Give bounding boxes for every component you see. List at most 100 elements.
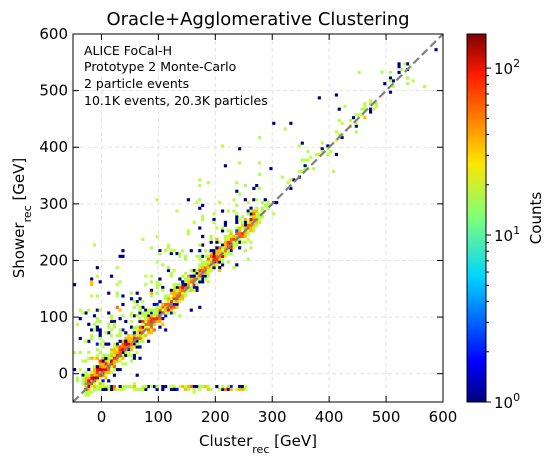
- heatmap-bin: [121, 249, 125, 253]
- heatmap-bin: [243, 234, 247, 239]
- heatmap-bin: [98, 334, 102, 338]
- heatmap-bin: [155, 387, 159, 391]
- heatmap-bin: [75, 322, 79, 326]
- heatmap-bin: [178, 288, 182, 292]
- heatmap-bin: [158, 311, 162, 315]
- heatmap-bin: [209, 387, 213, 391]
- heatmap-bin: [215, 263, 219, 267]
- heatmap-bin: [369, 107, 373, 111]
- heatmap-bin: [152, 314, 156, 318]
- heatmap-bin: [149, 319, 153, 324]
- heatmap-bin: [149, 280, 153, 284]
- heatmap-bin: [221, 260, 225, 264]
- heatmap-bin: [90, 379, 94, 383]
- heatmap-bin: [186, 288, 190, 292]
- heatmap-bin: [198, 277, 202, 281]
- heatmap-bin: [164, 328, 168, 332]
- heatmap-bin: [314, 152, 319, 157]
- heatmap-bin: [132, 305, 136, 309]
- heatmap-bin: [118, 385, 122, 389]
- heatmap-bin: [255, 209, 259, 213]
- heatmap-bin: [84, 373, 88, 377]
- heatmap-bin: [115, 342, 119, 346]
- heatmap-bin: [192, 271, 196, 275]
- heatmap-bin: [124, 339, 128, 343]
- heatmap-bin: [92, 243, 97, 247]
- heatmap-bin: [112, 362, 116, 366]
- heatmap-bin: [181, 274, 185, 278]
- heatmap-bin: [115, 334, 119, 338]
- heatmap-bin: [337, 118, 341, 123]
- heatmap-bin: [292, 178, 296, 182]
- heatmap-bin: [78, 368, 82, 372]
- x-axis-label-unit: [GeV]: [269, 432, 317, 450]
- heatmap-bin: [169, 271, 173, 275]
- heatmap-bin: [144, 317, 148, 321]
- heatmap-bin: [186, 385, 190, 389]
- heatmap-bin: [218, 201, 222, 205]
- heatmap-bin: [186, 387, 190, 391]
- heatmap-bin: [201, 234, 205, 239]
- heatmap-bin: [149, 274, 153, 278]
- heatmap-bin: [223, 237, 227, 241]
- heatmap-bin: [184, 283, 188, 287]
- heatmap-bin: [73, 351, 77, 355]
- heatmap-bin: [147, 322, 151, 326]
- heatmap-bin: [212, 218, 216, 222]
- heatmap-bin: [98, 370, 102, 374]
- heatmap-bin: [107, 385, 111, 389]
- heatmap-bin: [112, 373, 116, 377]
- heatmap-bin: [175, 294, 179, 298]
- heatmap-bin: [238, 232, 242, 236]
- heatmap-bin: [101, 387, 105, 391]
- heatmap-bin: [84, 390, 88, 394]
- heatmap-bin: [235, 263, 239, 267]
- heatmap-bin: [406, 82, 410, 86]
- heatmap-bin: [155, 317, 159, 321]
- heatmap-bin: [406, 76, 410, 80]
- heatmap-bin: [186, 274, 190, 278]
- heatmap-bin: [158, 325, 162, 329]
- heatmap-bin: [369, 110, 373, 114]
- heatmap-bin: [235, 240, 239, 244]
- heatmap-bin: [112, 356, 116, 360]
- heatmap-bin: [184, 387, 188, 391]
- heatmap-bin: [240, 385, 245, 389]
- heatmap-bin: [403, 62, 407, 66]
- heatmap-bin: [186, 277, 190, 281]
- heatmap-bin: [107, 353, 111, 358]
- heatmap-bin: [246, 237, 250, 241]
- heatmap-bin: [95, 356, 99, 360]
- heatmap-bin: [141, 336, 145, 341]
- heatmap-bin: [87, 376, 91, 380]
- heatmap-bin: [206, 274, 210, 278]
- heatmap-bin: [149, 311, 153, 315]
- heatmap-bin: [127, 348, 131, 352]
- heatmap-bin: [112, 365, 116, 369]
- heatmap-bin: [129, 353, 134, 358]
- heatmap-bin: [249, 215, 253, 219]
- heatmap-bin: [201, 266, 205, 270]
- heatmap-bin: [198, 206, 202, 210]
- heatmap-bin: [158, 277, 162, 281]
- heatmap-bin: [141, 325, 145, 329]
- heatmap-bin: [181, 280, 185, 284]
- heatmap-bin: [172, 302, 176, 307]
- heatmap-bin: [95, 325, 99, 329]
- heatmap-bin: [138, 319, 142, 324]
- heatmap-bin: [121, 328, 125, 332]
- heatmap-bin: [155, 385, 159, 389]
- heatmap-bin: [232, 243, 236, 247]
- heatmap-bin: [155, 234, 159, 239]
- heatmap-bin: [209, 257, 213, 261]
- heatmap-bin: [192, 385, 196, 389]
- heatmap-bin: [240, 223, 245, 227]
- heatmap-bin: [132, 328, 136, 332]
- heatmap-bin: [221, 254, 225, 258]
- heatmap-bin: [132, 325, 136, 329]
- heatmap-bin: [149, 331, 153, 335]
- heatmap-bin: [141, 319, 145, 324]
- heatmap-bin: [209, 268, 213, 273]
- heatmap-bin: [107, 311, 111, 315]
